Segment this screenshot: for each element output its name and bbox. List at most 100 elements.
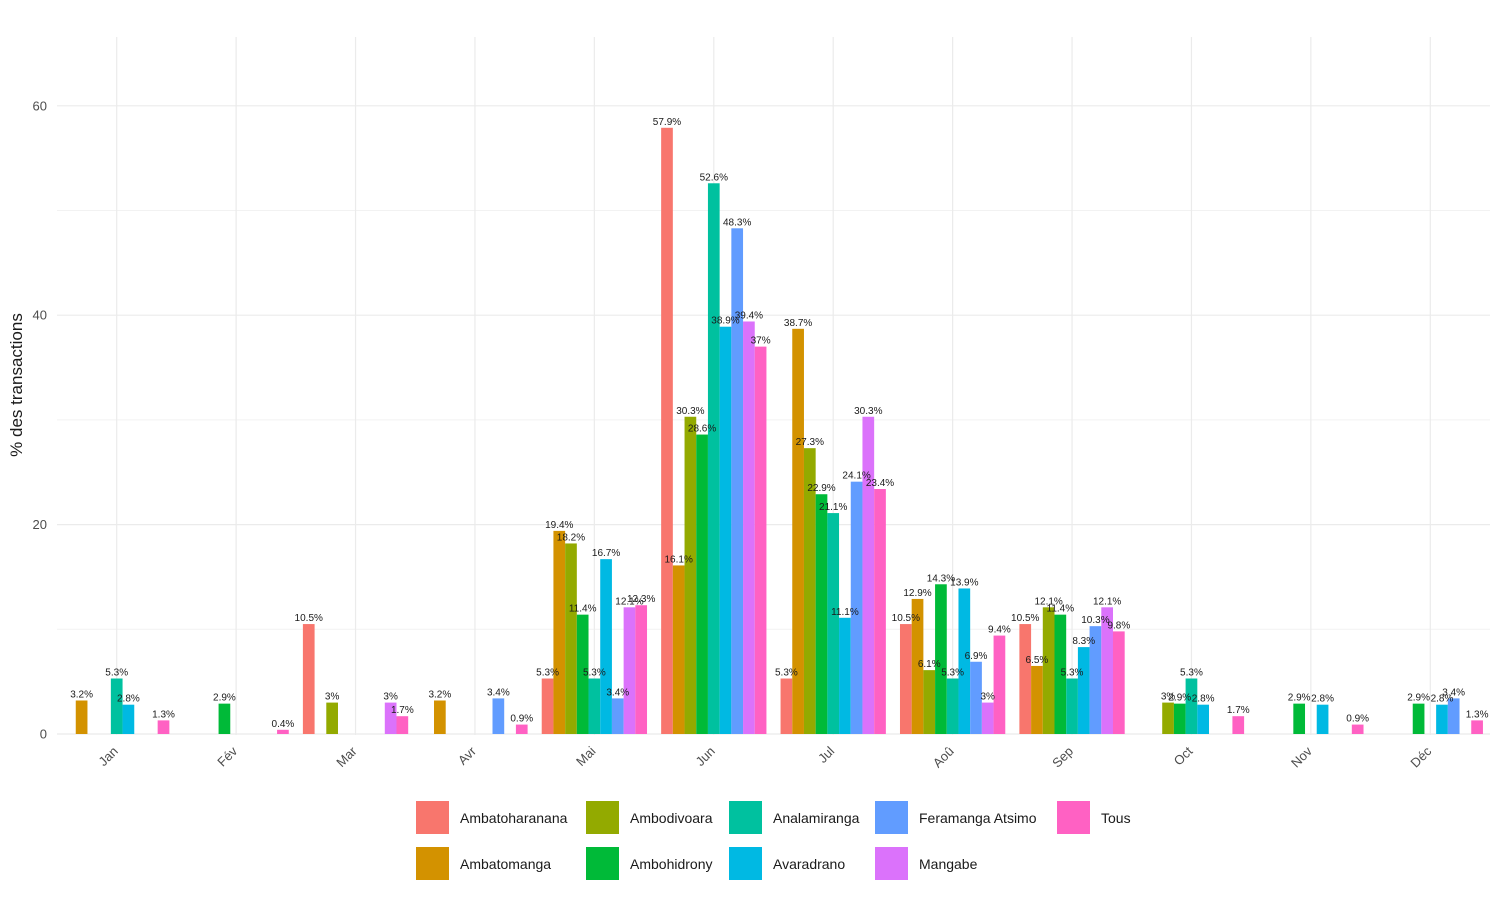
data-label: 3.4% bbox=[1442, 687, 1465, 698]
legend-key bbox=[416, 847, 449, 880]
data-label: 0.4% bbox=[272, 719, 295, 730]
data-label: 10.5% bbox=[892, 613, 920, 624]
data-label: 14.3% bbox=[927, 573, 955, 584]
data-label: 22.9% bbox=[807, 483, 835, 494]
legend: Ambatoharanana Ambodivoara Analamiranga Fer… bbox=[416, 801, 1131, 880]
bar bbox=[1019, 624, 1032, 734]
bar bbox=[541, 678, 554, 734]
legend-label: Ambatomanga bbox=[460, 856, 551, 872]
bar bbox=[754, 346, 767, 734]
bar bbox=[1173, 703, 1186, 734]
bar bbox=[958, 588, 971, 734]
data-label: 2.8% bbox=[1192, 694, 1215, 705]
bar bbox=[696, 434, 708, 734]
data-label: 12.9% bbox=[903, 588, 931, 599]
bar bbox=[1077, 647, 1090, 734]
data-label: 0.9% bbox=[1346, 714, 1369, 725]
legend-key bbox=[416, 801, 449, 834]
bar bbox=[611, 698, 624, 734]
bar bbox=[1436, 704, 1448, 734]
bar bbox=[218, 703, 231, 734]
legend-label: Ambatoharanana bbox=[460, 810, 568, 826]
bar bbox=[1162, 702, 1174, 734]
bar bbox=[1185, 678, 1198, 734]
bars bbox=[75, 127, 1483, 735]
data-label: 3% bbox=[325, 692, 340, 703]
legend-key bbox=[586, 847, 619, 880]
bar bbox=[122, 704, 135, 734]
data-label: 5.3% bbox=[1180, 668, 1203, 679]
y-tick-label: 20 bbox=[33, 517, 47, 532]
data-label: 5.3% bbox=[941, 668, 964, 679]
x-tick-label: Jan bbox=[95, 744, 120, 769]
data-label: 9.4% bbox=[988, 625, 1011, 636]
data-label: 3% bbox=[1161, 692, 1176, 703]
bar bbox=[623, 607, 636, 734]
data-label: 2.9% bbox=[213, 693, 236, 704]
bar bbox=[576, 614, 589, 734]
data-label: 48.3% bbox=[723, 217, 751, 228]
bar bbox=[1316, 704, 1329, 734]
legend-key bbox=[1057, 801, 1090, 834]
data-label: 19.4% bbox=[545, 520, 573, 531]
legend-label: Ambohidrony bbox=[630, 856, 713, 872]
bar bbox=[707, 183, 720, 734]
data-label: 12.1% bbox=[1093, 596, 1121, 607]
data-label: 11.4% bbox=[569, 604, 597, 615]
bar bbox=[923, 670, 936, 734]
data-label: 11.1% bbox=[831, 607, 859, 618]
bar bbox=[1447, 698, 1460, 734]
bar bbox=[553, 530, 566, 734]
data-label: 1.7% bbox=[1227, 705, 1250, 716]
bar bbox=[1089, 626, 1102, 734]
data-label: 28.6% bbox=[688, 424, 716, 435]
data-label: 2.9% bbox=[1407, 693, 1430, 704]
x-tick-label: Oct bbox=[1171, 743, 1196, 768]
data-label: 3% bbox=[980, 692, 995, 703]
data-label: 3.2% bbox=[70, 689, 93, 700]
x-tick-label: Jun bbox=[692, 744, 717, 769]
data-label: 1.3% bbox=[152, 709, 175, 720]
y-tick-label: 60 bbox=[33, 98, 47, 113]
data-label: 3.4% bbox=[487, 687, 510, 698]
data-label: 2.9% bbox=[1168, 693, 1191, 704]
bar bbox=[1054, 614, 1067, 734]
data-label: 16.1% bbox=[665, 554, 693, 565]
bar bbox=[780, 678, 793, 734]
legend-label: Tous bbox=[1101, 810, 1131, 826]
data-label: 2.8% bbox=[1431, 694, 1454, 705]
bar bbox=[743, 321, 755, 734]
data-label: 5.3% bbox=[583, 668, 606, 679]
legend-key bbox=[586, 801, 619, 834]
bar bbox=[850, 481, 863, 734]
bar bbox=[434, 700, 446, 734]
bar bbox=[672, 565, 685, 734]
data-label: 10.3% bbox=[1081, 615, 1109, 626]
bar bbox=[326, 702, 338, 734]
data-label: 2.8% bbox=[1311, 694, 1334, 705]
bar bbox=[815, 494, 828, 734]
bar bbox=[565, 543, 577, 734]
bar bbox=[803, 448, 816, 734]
x-tick-label: Mai bbox=[573, 743, 598, 768]
data-label: 9.8% bbox=[1107, 620, 1130, 631]
bar bbox=[396, 716, 409, 734]
bar bbox=[792, 328, 804, 734]
bar bbox=[684, 416, 697, 734]
data-label: 1.7% bbox=[391, 705, 414, 716]
data-label: 16.7% bbox=[592, 548, 620, 559]
data-label: 37% bbox=[751, 336, 771, 347]
legend-label: Ambodivoara bbox=[630, 810, 713, 826]
bar bbox=[827, 513, 840, 734]
bar bbox=[1293, 703, 1306, 734]
data-label: 30.3% bbox=[676, 406, 704, 417]
data-label: 11.4% bbox=[1047, 604, 1075, 615]
bar bbox=[157, 720, 170, 734]
grid bbox=[57, 37, 1490, 735]
bar bbox=[1351, 724, 1364, 734]
bar bbox=[993, 635, 1006, 734]
bar bbox=[1412, 703, 1425, 734]
bar bbox=[899, 624, 912, 734]
data-label: 23.4% bbox=[866, 478, 894, 489]
